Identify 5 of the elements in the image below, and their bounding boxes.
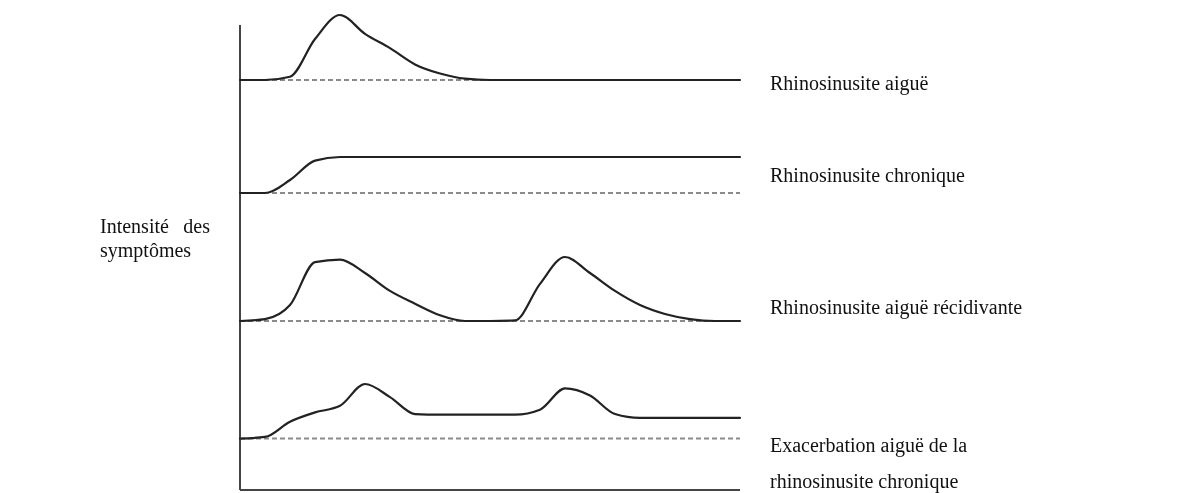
series-label: Exacerbation aiguë de la rhinosinusite chronique (770, 433, 969, 493)
y-axis-title: Intensité des symptômes (100, 214, 210, 262)
series-label: Rhinosinusite aiguë récidivante (770, 295, 1024, 321)
series-label: Rhinosinusite chronique (770, 163, 966, 189)
series-label: Rhinosinusite aiguë (770, 71, 930, 97)
